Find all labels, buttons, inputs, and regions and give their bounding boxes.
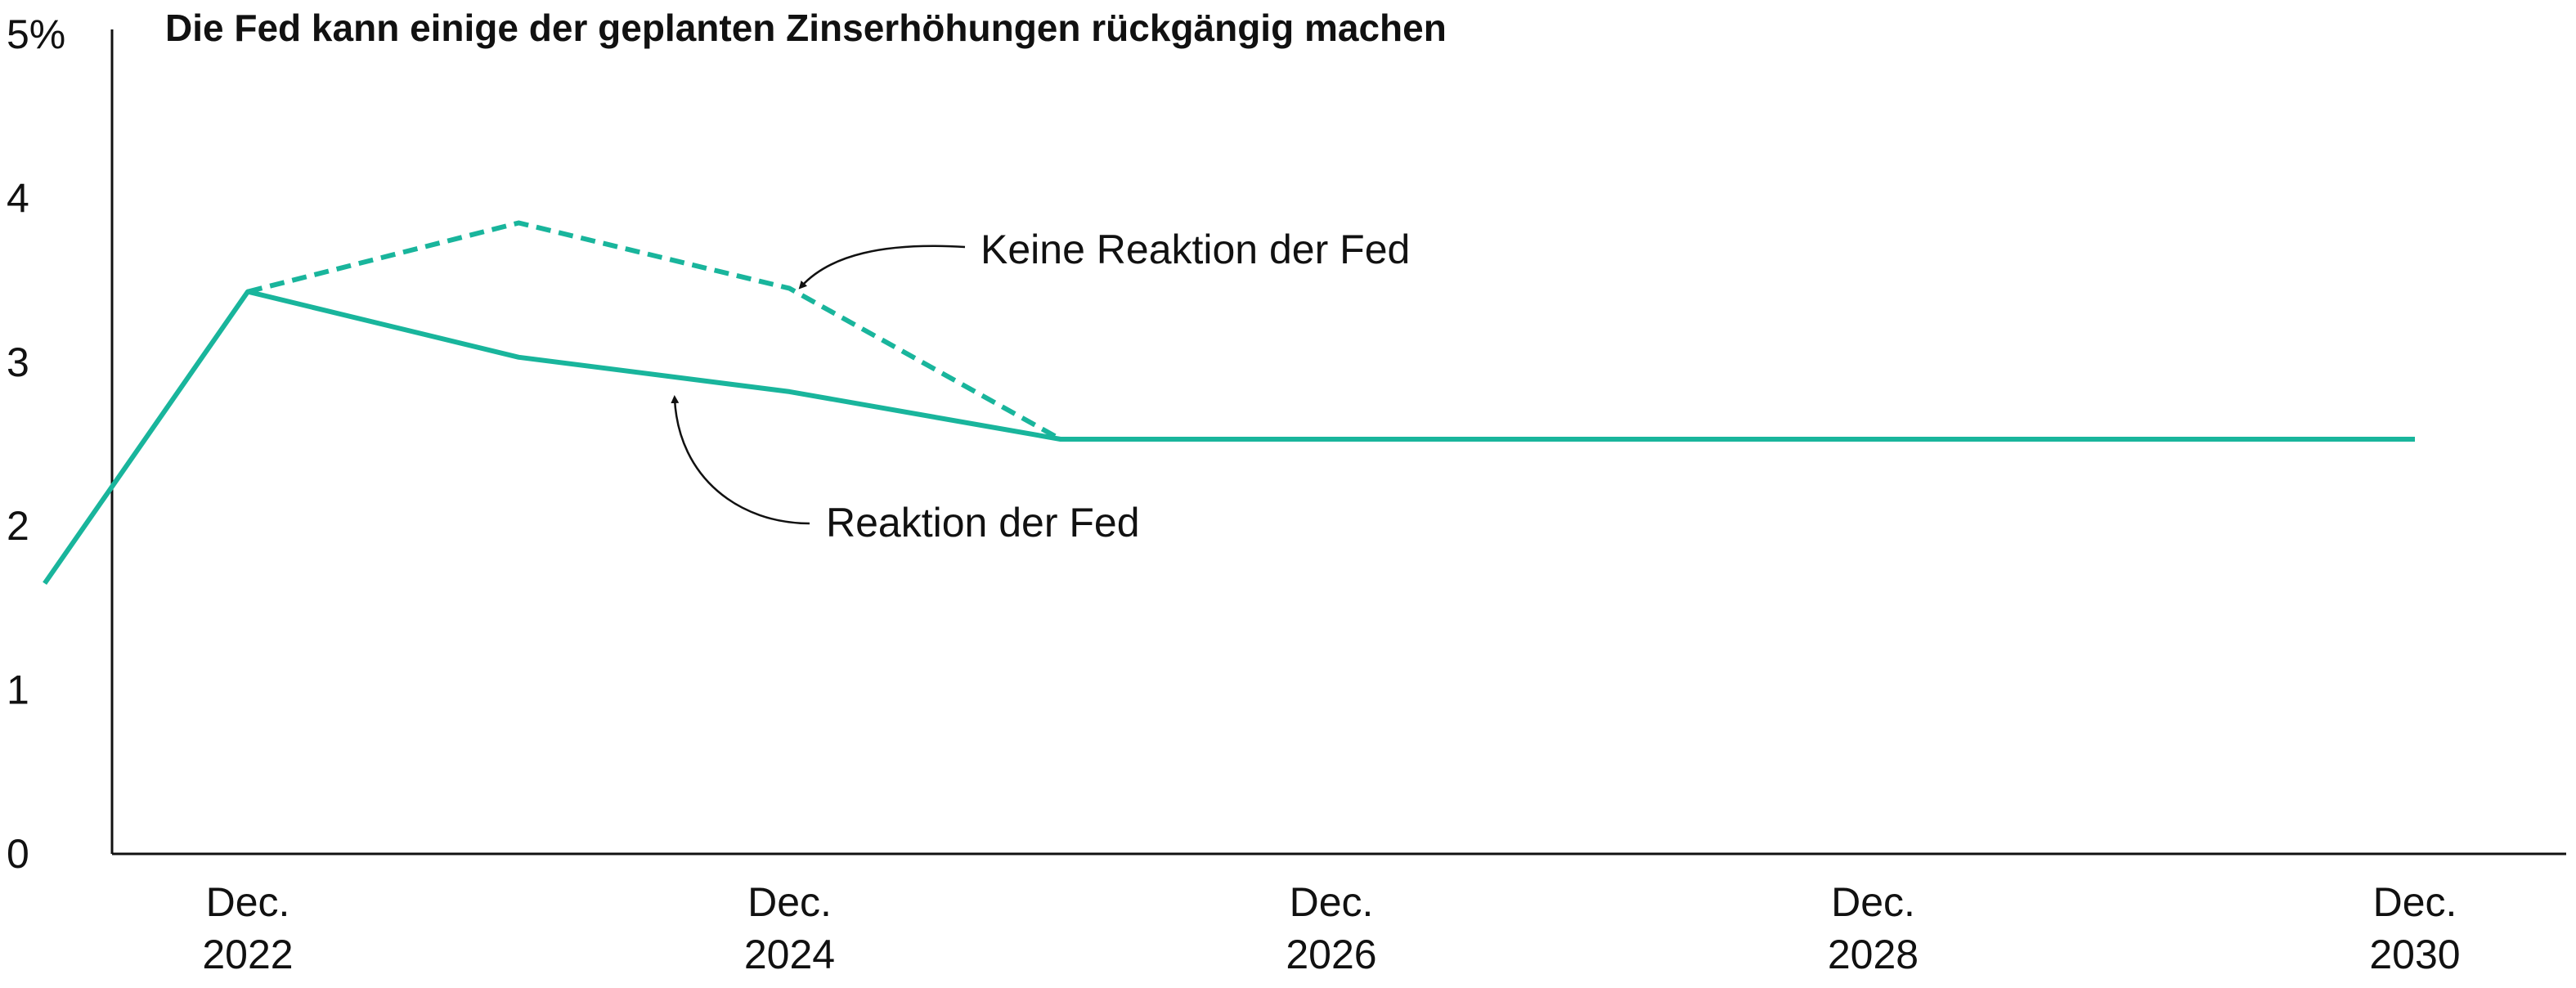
- y-tick-label: 5%: [7, 11, 65, 57]
- x-tick-label-line2: 2028: [1828, 932, 1919, 977]
- chart-title: Die Fed kann einige der geplanten Zinser…: [165, 7, 1447, 49]
- annotations: Keine Reaktion der Fed Reaktion der Fed: [671, 227, 1410, 546]
- x-tick-label-line2: 2024: [744, 932, 835, 977]
- annotation-keine-reaktion: Keine Reaktion der Fed: [981, 227, 1410, 272]
- y-tick-label: 2: [7, 503, 29, 549]
- x-ticks: Dec. 2022 Dec. 2024 Dec. 2026 Dec. 2028 Dec. 2030: [202, 879, 2460, 977]
- y-tick-label: 3: [7, 339, 29, 385]
- series-line-keine-reaktion: [247, 220, 1062, 442]
- x-tick-label-line2: 2022: [202, 932, 293, 977]
- y-tick-label: 1: [7, 667, 29, 713]
- x-tick-label-line2: 2030: [2369, 932, 2460, 977]
- x-tick-label-line1: Dec.: [206, 879, 290, 925]
- y-ticks: 0 1 2 3 4 5%: [7, 11, 65, 877]
- annotation-reaktion: Reaktion der Fed: [826, 500, 1140, 546]
- y-tick-label: 0: [7, 831, 29, 877]
- annotation-arrow-reaktion: [671, 395, 810, 525]
- annotation-arrow-keine-reaktion: [798, 245, 966, 290]
- series-line-reaktion: [43, 289, 2415, 586]
- y-tick-label: 4: [7, 175, 29, 221]
- x-tick-label-line2: 2026: [1286, 932, 1376, 977]
- series-lines: [43, 220, 2415, 586]
- x-tick-label-line1: Dec.: [1290, 879, 1374, 925]
- x-tick-label-line1: Dec.: [1831, 879, 1915, 925]
- x-tick-label-line1: Dec.: [2373, 879, 2457, 925]
- x-tick-label-line1: Dec.: [747, 879, 832, 925]
- axes: [110, 29, 2566, 856]
